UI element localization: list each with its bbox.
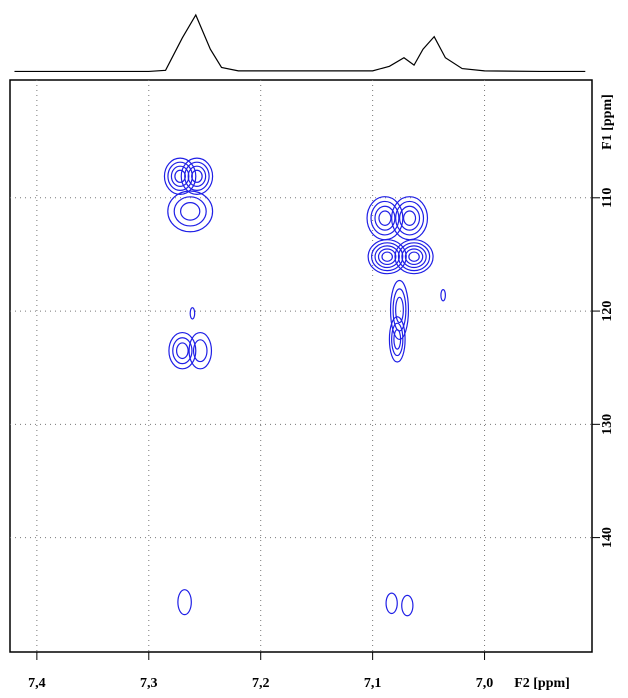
contour xyxy=(367,239,407,275)
contour xyxy=(184,161,210,191)
contour xyxy=(391,322,404,357)
contour xyxy=(168,331,197,370)
contour xyxy=(167,190,214,233)
contour xyxy=(170,165,190,187)
contour xyxy=(401,245,427,269)
contour xyxy=(167,161,193,191)
contour xyxy=(394,239,434,275)
contour xyxy=(391,196,429,241)
contour xyxy=(173,196,207,227)
contour xyxy=(389,279,410,340)
y-tick-label: 140 xyxy=(600,527,615,548)
x-axis-label: F2 [ppm] xyxy=(514,676,570,691)
contour xyxy=(440,288,446,302)
contour xyxy=(402,210,417,226)
contour xyxy=(378,210,392,226)
contour xyxy=(374,205,396,231)
contour xyxy=(385,592,398,615)
contour xyxy=(176,342,189,360)
contour xyxy=(404,248,424,266)
contour xyxy=(381,251,393,262)
contour xyxy=(192,339,208,363)
projection-trace xyxy=(14,13,586,73)
contour xyxy=(395,296,404,324)
y-axis-label: F1 [ppm] xyxy=(600,94,615,150)
contour xyxy=(399,205,421,231)
contour xyxy=(371,242,404,272)
contour xyxy=(377,248,397,266)
contour xyxy=(177,589,192,616)
x-tick-label: 7,0 xyxy=(476,676,494,691)
y-tick-label: 130 xyxy=(600,414,615,435)
contour xyxy=(180,202,201,221)
contour xyxy=(408,251,420,262)
contour xyxy=(397,242,431,272)
x-tick-label: 7,1 xyxy=(364,676,382,691)
contour xyxy=(188,331,213,370)
y-tick-label: 120 xyxy=(600,301,615,322)
x-tick-label: 7,3 xyxy=(140,676,158,691)
contour xyxy=(174,169,186,183)
contour xyxy=(388,316,406,363)
contour xyxy=(374,245,400,269)
x-tick-label: 7,4 xyxy=(28,676,46,691)
contour xyxy=(191,169,203,183)
plot-frame xyxy=(9,79,593,653)
contour xyxy=(180,157,214,195)
x-tick-label: 7,2 xyxy=(252,676,270,691)
contour xyxy=(187,165,207,187)
contour xyxy=(401,594,414,617)
contour xyxy=(172,337,193,365)
y-tick-label: 110 xyxy=(600,188,615,208)
contour xyxy=(189,307,196,320)
contour xyxy=(393,329,402,350)
contour xyxy=(163,157,197,195)
contour xyxy=(395,200,425,236)
contour xyxy=(370,200,400,236)
